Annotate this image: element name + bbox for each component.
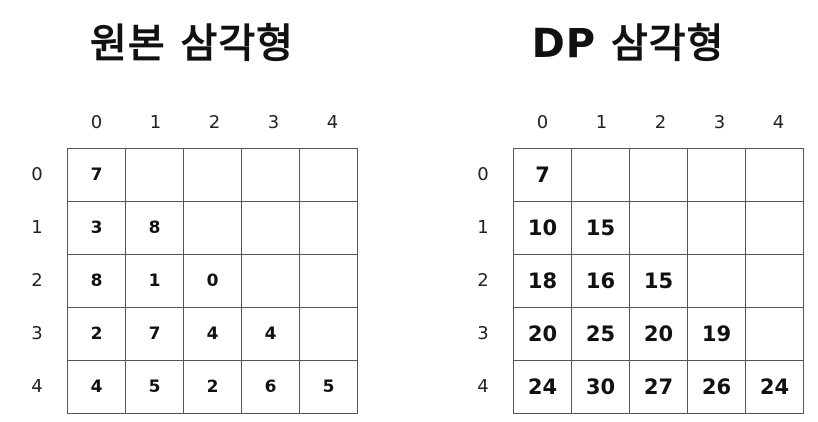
dp-triangle-grid: 7 10 15 18 16 15 20 25 20 19 24 30 27 26 24 — [513, 148, 804, 414]
table-row: 10 15 — [513, 201, 804, 255]
grid-cell: 7 — [67, 148, 126, 202]
grid-cell: 20 — [629, 307, 688, 361]
grid-cell: 3 — [67, 201, 126, 255]
grid-cell: 27 — [629, 360, 688, 414]
table-row: 7 — [67, 148, 358, 202]
original-row-label: 4 — [31, 375, 43, 397]
grid-cell — [687, 148, 746, 202]
table-row: 7 — [513, 148, 804, 202]
grid-cell — [745, 148, 804, 202]
grid-cell — [629, 201, 688, 255]
grid-cell: 26 — [687, 360, 746, 414]
grid-cell: 4 — [183, 307, 242, 361]
original-col-label: 0 — [90, 112, 103, 133]
grid-cell: 25 — [571, 307, 630, 361]
original-col-label: 3 — [267, 112, 280, 133]
grid-cell — [299, 254, 358, 308]
grid-cell: 8 — [67, 254, 126, 308]
grid-cell: 6 — [241, 360, 300, 414]
dp-col-label: 2 — [654, 112, 667, 133]
grid-cell: 16 — [571, 254, 630, 308]
grid-cell — [629, 148, 688, 202]
original-triangle-title: 원본 삼각형 — [90, 21, 294, 67]
grid-cell — [571, 148, 630, 202]
grid-cell: 24 — [745, 360, 804, 414]
grid-cell — [687, 254, 746, 308]
dp-row-label: 0 — [477, 163, 489, 185]
grid-cell: 24 — [513, 360, 572, 414]
grid-cell: 15 — [571, 201, 630, 255]
grid-cell: 4 — [241, 307, 300, 361]
grid-cell — [241, 201, 300, 255]
grid-cell: 2 — [67, 307, 126, 361]
grid-cell: 15 — [629, 254, 688, 308]
grid-cell — [299, 148, 358, 202]
dp-col-label: 0 — [536, 112, 549, 133]
original-row-label: 3 — [31, 322, 43, 344]
dp-row-label: 4 — [477, 375, 489, 397]
grid-cell: 19 — [687, 307, 746, 361]
grid-cell — [745, 254, 804, 308]
grid-cell: 5 — [125, 360, 184, 414]
grid-cell: 7 — [125, 307, 184, 361]
grid-cell — [687, 201, 746, 255]
grid-cell — [299, 201, 358, 255]
grid-cell — [299, 307, 358, 361]
grid-cell — [125, 148, 184, 202]
grid-cell — [241, 148, 300, 202]
grid-cell: 30 — [571, 360, 630, 414]
table-row: 24 30 27 26 24 — [513, 360, 804, 414]
grid-cell: 7 — [513, 148, 572, 202]
dp-col-label: 3 — [713, 112, 726, 133]
grid-cell — [183, 201, 242, 255]
grid-cell — [241, 254, 300, 308]
dp-col-label: 4 — [772, 112, 785, 133]
grid-cell — [745, 307, 804, 361]
grid-cell: 18 — [513, 254, 572, 308]
dp-row-label: 1 — [477, 216, 489, 238]
original-row-label: 2 — [31, 269, 43, 291]
grid-cell — [183, 148, 242, 202]
grid-cell: 4 — [67, 360, 126, 414]
dp-row-label: 2 — [477, 269, 489, 291]
table-row: 20 25 20 19 — [513, 307, 804, 361]
original-col-label: 2 — [208, 112, 221, 133]
original-col-label: 4 — [326, 112, 339, 133]
grid-cell: 8 — [125, 201, 184, 255]
original-col-label: 1 — [149, 112, 162, 133]
grid-cell: 5 — [299, 360, 358, 414]
dp-row-label: 3 — [477, 322, 489, 344]
grid-cell: 2 — [183, 360, 242, 414]
grid-cell: 10 — [513, 201, 572, 255]
original-row-label: 1 — [31, 216, 43, 238]
dp-triangle-title: DP 삼각형 — [531, 21, 725, 67]
grid-cell: 20 — [513, 307, 572, 361]
table-row: 18 16 15 — [513, 254, 804, 308]
grid-cell: 1 — [125, 254, 184, 308]
original-row-label: 0 — [31, 163, 43, 185]
grid-cell: 0 — [183, 254, 242, 308]
grid-cell — [745, 201, 804, 255]
dp-col-label: 1 — [595, 112, 608, 133]
